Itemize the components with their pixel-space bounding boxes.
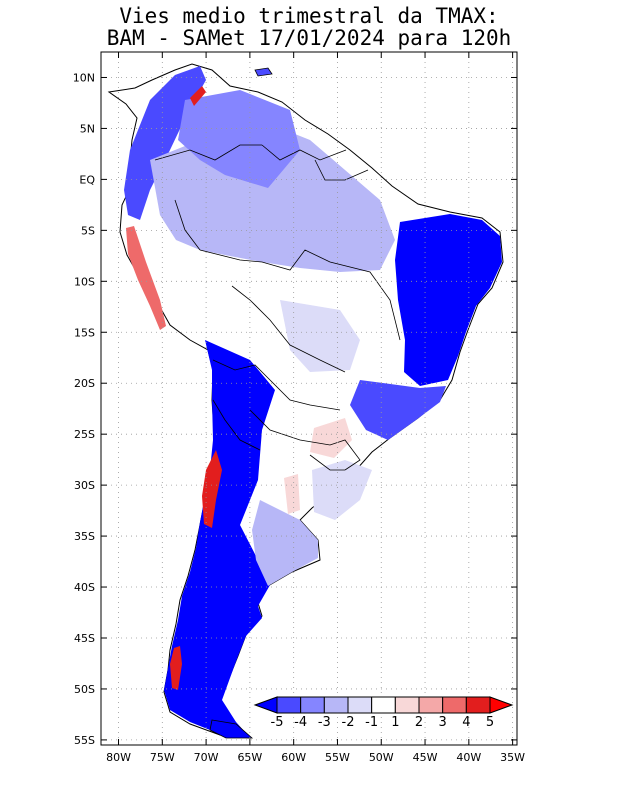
lon-tick-label: 55W [325,751,350,764]
colorbar-legend: -5 -4 -3 -2 -1 1 2 3 4 5 [253,696,514,730]
lon-tick-label: 75W [150,751,175,764]
graticule [101,52,517,745]
colorbar-segment [347,696,373,714]
colorbar-label: 1 [391,715,399,730]
bias-blue-north-amazon [178,90,300,188]
colorbar-segment [276,696,302,714]
colorbar-segment [300,696,325,714]
bias-blue-northeast-brazil [395,214,502,386]
lon-tick-label: 45W [413,751,438,764]
bias-red-patagonia [170,646,182,690]
bias-blue-southeast-brazil [350,380,446,440]
colorbar-segment [465,696,491,714]
lat-tick-label: 40S [74,581,95,594]
colorbar-segment [418,696,444,714]
country-borders [154,144,401,471]
colorbar-label: -5 [271,715,284,730]
colorbar-label: -4 [294,715,307,730]
map-title-line1: Vies medio trimestral da TMAX: [119,4,499,28]
lat-tick-label: 30S [74,479,95,492]
lon-tick-label: 70W [194,751,219,764]
lat-tick-label: 10N [73,71,95,84]
colorbar-segment [394,696,420,714]
colorbar-label: -2 [342,715,355,730]
colorbar-label: 5 [486,715,494,730]
bias-red-colombia [190,86,206,106]
colorbar-segment [323,696,349,714]
lat-tick-label: 35S [74,530,95,543]
latitude-axis: 10N 5N EQ 5S 10S 15S 20S 25S 30S 35S 40S 45S 50S 55S [73,71,517,747]
lat-tick-label: 5N [80,122,95,135]
lon-tick-label: 40W [456,751,481,764]
lat-tick-label: 15S [74,326,95,339]
lon-tick-label: 65W [237,751,262,764]
colorbar-label: 3 [439,715,447,730]
lat-tick-label: 25S [74,428,95,441]
lat-tick-label: 55S [74,734,95,747]
colorbar-label: -3 [318,715,331,730]
lon-tick-label: 60W [281,751,306,764]
bias-red-andes-chile [202,450,222,528]
caribbean-islands [254,67,273,77]
lat-tick-label: 45S [74,632,95,645]
colorbar-segment [442,696,467,714]
colorbar-max-arrow [489,696,514,714]
lat-tick-label: 20S [74,377,95,390]
colorbar-label: 2 [415,715,423,730]
lon-tick-label: 50W [369,751,394,764]
bias-blue-andes-south [164,340,275,738]
bias-pink-argentina [284,474,300,514]
colorbar-label: -1 [365,715,378,730]
bias-red-peru-coast [126,226,166,330]
colorbar-segment [371,696,396,714]
bias-pink-chaco [310,418,352,458]
lon-tick-label: 35W [500,751,525,764]
lon-tick-label: 80W [106,751,131,764]
colorbar-label: 4 [462,715,470,730]
bias-light-blue-uruguay [312,460,372,520]
tierra-del-fuego [209,719,254,739]
longitude-axis: 80W 75W 70W 65W 60W 55W 50W 45W 40W 35W [106,52,525,764]
lat-tick-label: 50S [74,683,95,696]
lat-tick-label: 10S [74,275,95,288]
lat-tick-label: EQ [79,173,95,186]
bias-light-blue-pampas [252,500,318,586]
map-title-line2: BAM - SAMet 17/01/2024 para 120h [106,26,512,50]
bias-light-blue-central [280,300,360,372]
lat-tick-label: 5S [81,224,95,237]
plot-frame [100,51,518,746]
